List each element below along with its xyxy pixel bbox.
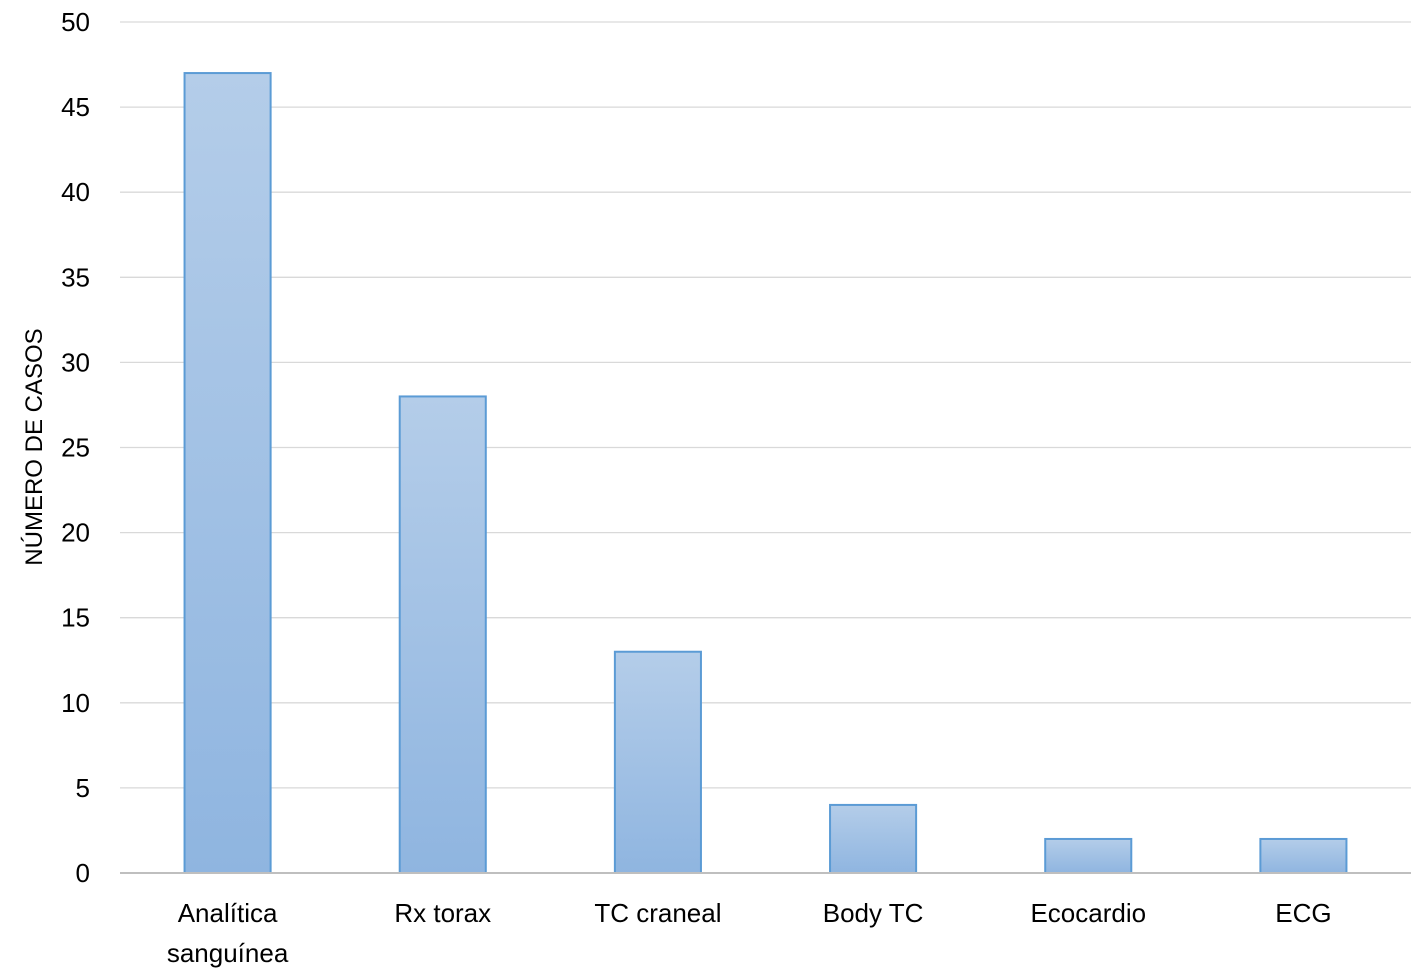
x-category-label: TC craneal [594, 898, 721, 928]
y-tick-label: 20 [61, 518, 90, 548]
x-category-label: Rx torax [394, 898, 491, 928]
x-category-label: Body TC [823, 898, 924, 928]
y-tick-label: 35 [61, 262, 90, 292]
y-tick-label: 10 [61, 688, 90, 718]
bar [613, 650, 702, 874]
x-category-label: Analítica sanguínea [167, 898, 289, 968]
bar [183, 72, 272, 874]
gridlines [120, 21, 1411, 789]
y-tick-label: 45 [61, 92, 90, 122]
x-category-label: ECG [1275, 898, 1331, 928]
y-tick-label: 5 [76, 773, 90, 803]
y-tick-label: 40 [61, 177, 90, 207]
y-tick-label: 30 [61, 347, 90, 377]
y-tick-label: 25 [61, 433, 90, 463]
bar [1044, 837, 1133, 875]
y-tick-label: 0 [76, 858, 90, 888]
bar [1259, 837, 1348, 875]
y-axis-title: NÚMERO DE CASOS [21, 328, 48, 565]
y-tick-label: 15 [61, 603, 90, 633]
y-tick-label: 50 [61, 7, 90, 37]
x-category-label: Ecocardio [1030, 898, 1146, 928]
bar [398, 395, 487, 874]
y-tick-labels: 0 5 10 15 20 25 30 35 40 45 50 [61, 7, 90, 888]
bar [829, 803, 918, 874]
bars [183, 72, 1348, 875]
x-category-labels: Analítica sanguínea Rx torax TC craneal Body… [167, 898, 1332, 968]
